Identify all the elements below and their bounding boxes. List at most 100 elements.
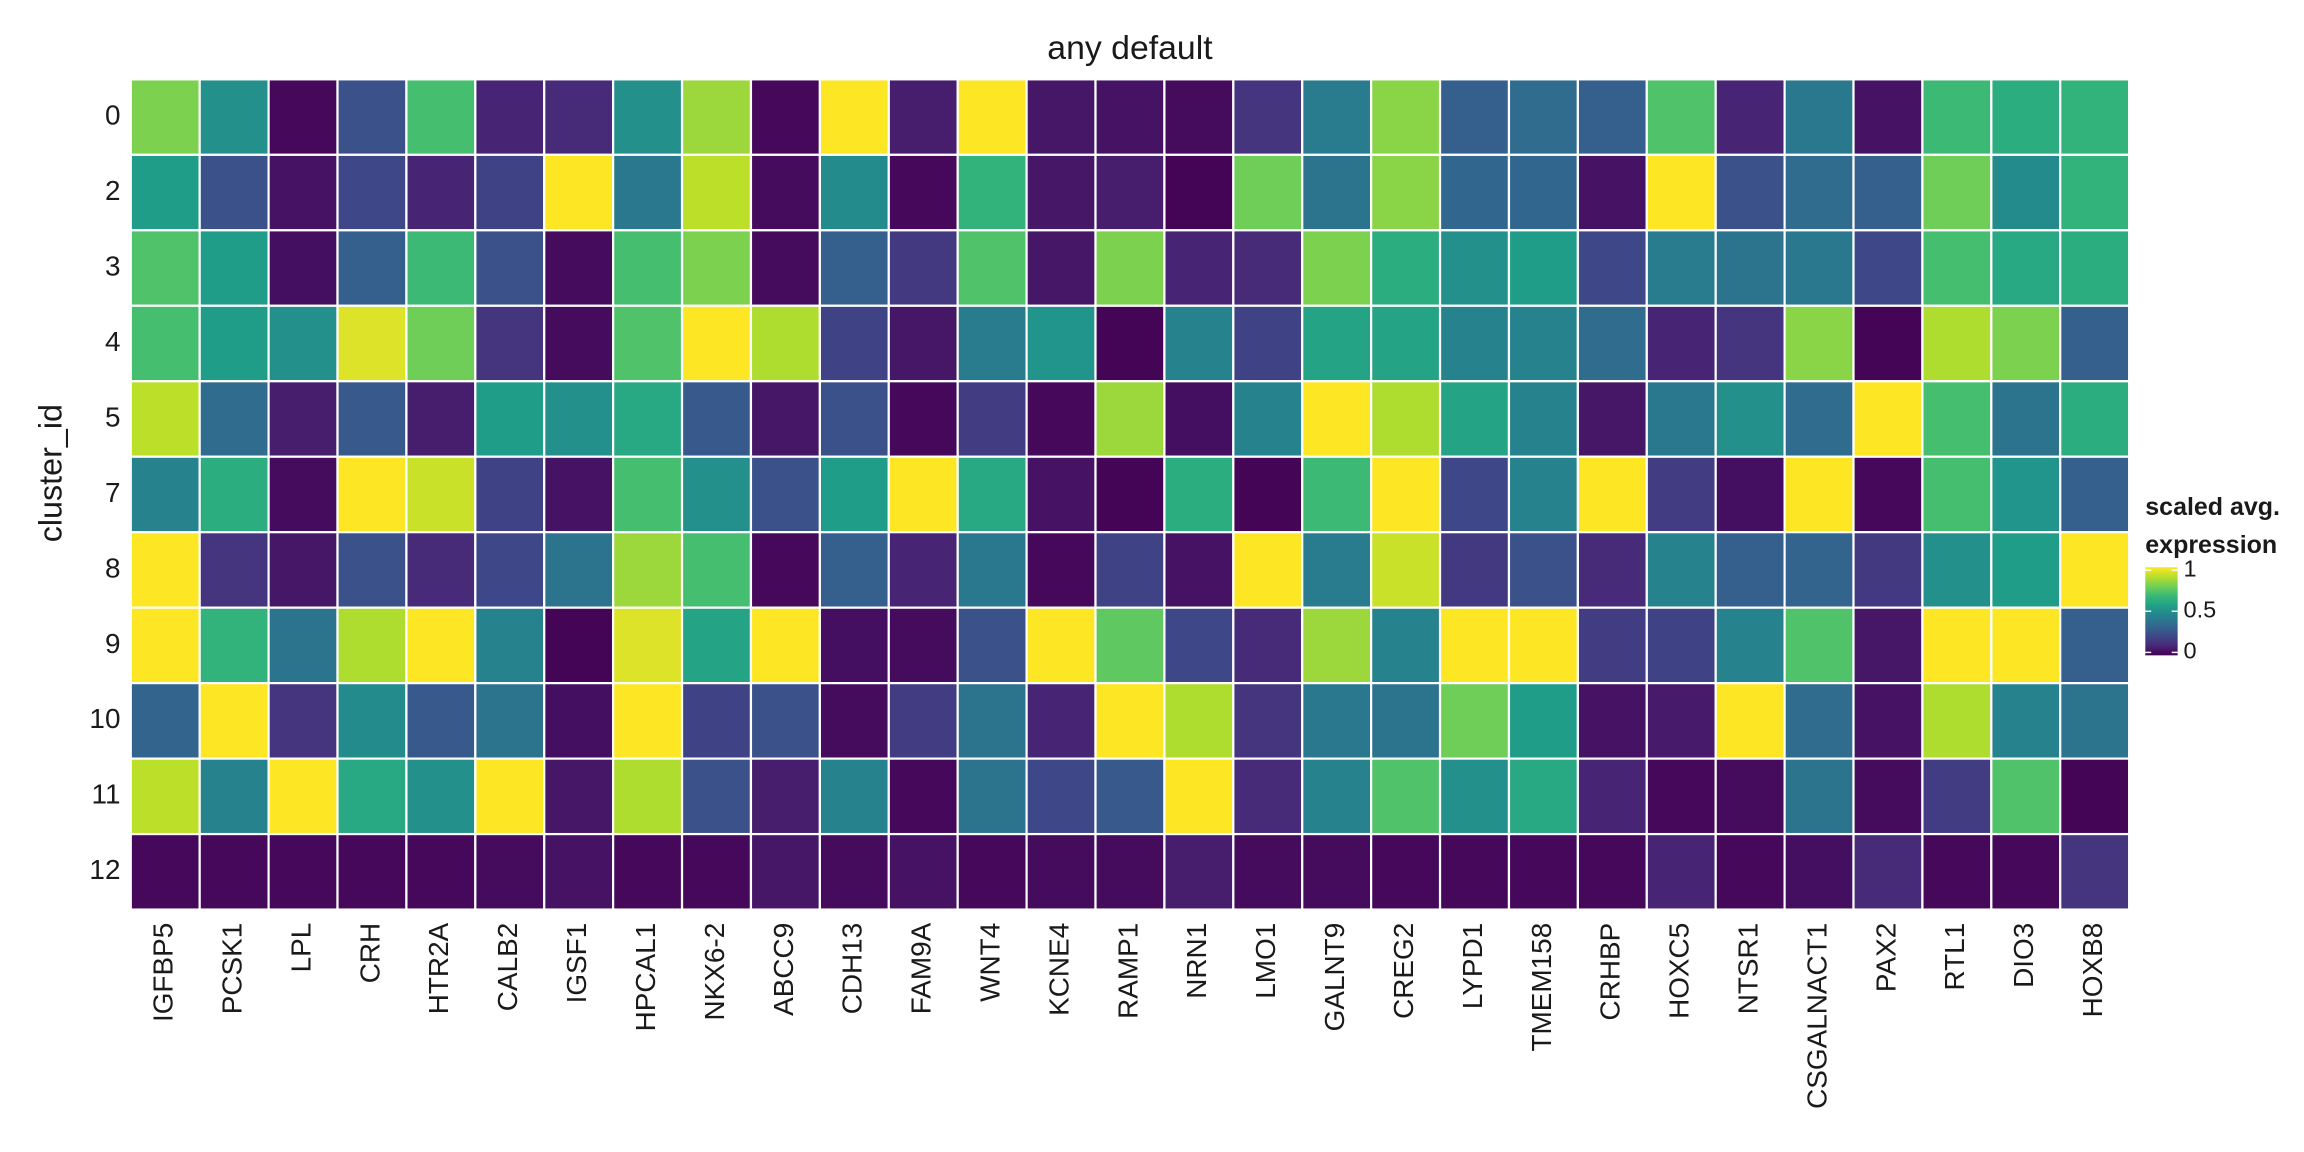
x-tick-label: FAM9A [906,922,937,1014]
heatmap-cell [1094,78,1166,156]
heatmap-cell [1852,832,1924,911]
heatmap-cell [1438,682,1511,760]
heatmap-cell [1507,455,1579,534]
x-tick-label: CSGALNACT1 [1801,923,1832,1109]
heatmap-cell [818,229,890,307]
heatmap-cell [1783,304,1855,383]
heatmap-cell [1301,757,1373,836]
heatmap-cell [1576,531,1648,609]
heatmap-cell [1645,682,1717,760]
heatmap-cell [887,153,959,232]
heatmap-cell [1507,229,1579,307]
heatmap-cell [1714,531,1786,609]
heatmap-cell [474,832,546,911]
heatmap-cell [887,757,959,836]
heatmap-cell [1645,153,1717,232]
x-tick-label: NTSR1 [1733,923,1764,1014]
heatmap-cell [1301,682,1373,760]
heatmap-cell [267,832,339,911]
heatmap-cell [612,682,684,760]
heatmap-cell [129,832,201,911]
heatmap-cell [1232,682,1304,760]
heatmap-cell [405,757,477,836]
heatmap-cell [129,78,201,156]
heatmap-cell [818,757,890,836]
x-tick-label: TMEM158 [1526,923,1557,1052]
x-tick-label: LYPD1 [1457,923,1488,1009]
heatmap-cell [1645,455,1717,534]
heatmap-cell [1990,380,2062,458]
heatmap-cell [2059,78,2131,156]
heatmap-cell [1094,606,1166,685]
heatmap-cell [336,380,408,458]
heatmap-cell [887,606,959,685]
heatmap-cell [818,682,890,760]
heatmap-cell [336,832,408,911]
heatmap-cell [474,153,546,232]
heatmap-cell [956,380,1028,458]
heatmap-cell [956,682,1028,760]
heatmap-cell [129,757,201,836]
x-tick-label: CRH [354,923,385,983]
heatmap-cell [956,455,1028,534]
heatmap-cell [680,229,753,307]
heatmap-cell [474,531,546,609]
heatmap-cell [2059,606,2131,685]
x-tick-label: RTL1 [1939,923,1970,991]
heatmap-cell [405,606,477,685]
heatmap-cell [1163,304,1235,383]
heatmap-cell [198,682,270,760]
y-tick-label: 0 [105,99,121,130]
heatmap-cell [1990,78,2062,156]
heatmap-cell [474,304,546,383]
heatmap-cell [1576,229,1648,307]
heatmap-cell [1025,380,1097,458]
heatmap-cell [1714,78,1786,156]
heatmap-cell [543,229,615,307]
heatmap-cell [1438,757,1511,836]
heatmap-cell [887,455,959,534]
heatmap-cell [543,682,615,760]
heatmap-cell [267,78,339,156]
heatmap-cell [1507,78,1579,156]
x-tick-label: RAMP1 [1112,923,1143,1019]
heatmap-cell [1438,380,1511,458]
heatmap-cell [1990,832,2062,911]
heatmap-cell [1783,229,1855,307]
heatmap-cell [1370,531,1442,609]
heatmap-cell [1921,380,1993,458]
heatmap-cell [1576,78,1648,156]
y-tick-label: 4 [105,326,121,357]
heatmap-cell [1852,380,1924,458]
heatmap-cell [612,304,684,383]
x-tick-label: KCNE4 [1043,923,1074,1016]
y-tick-label: 9 [105,628,121,659]
heatmap-cell [612,757,684,836]
heatmap-cell [1783,380,1855,458]
heatmap-cell [1025,682,1097,760]
heatmap-cell [267,229,339,307]
heatmap-cell [1370,78,1442,156]
x-tick-label: WNT4 [975,923,1006,1002]
heatmap-cell [612,153,684,232]
heatmap-cell [2059,153,2131,232]
heatmap-cell [1232,380,1304,458]
heatmap-cell [474,380,546,458]
x-tick-label: CDH13 [837,923,868,1014]
heatmap-cell [956,757,1028,836]
heatmap-cell [543,304,615,383]
heatmap-cell [1852,229,1924,307]
heatmap-cell [1783,682,1855,760]
heatmap-cell [1714,606,1786,685]
heatmap-cell [1094,304,1166,383]
heatmap-cell [198,606,270,685]
heatmap-cell [1714,380,1786,458]
heatmap-cell [1576,304,1648,383]
heatmap-cell [405,832,477,911]
x-tick-label: IGFBP5 [148,923,179,1022]
heatmap-cell [2059,531,2131,609]
heatmap-cell [887,380,959,458]
x-tick-label: DIO3 [2008,923,2039,988]
heatmap-cell [1921,153,1993,232]
heatmap-cell [129,606,201,685]
